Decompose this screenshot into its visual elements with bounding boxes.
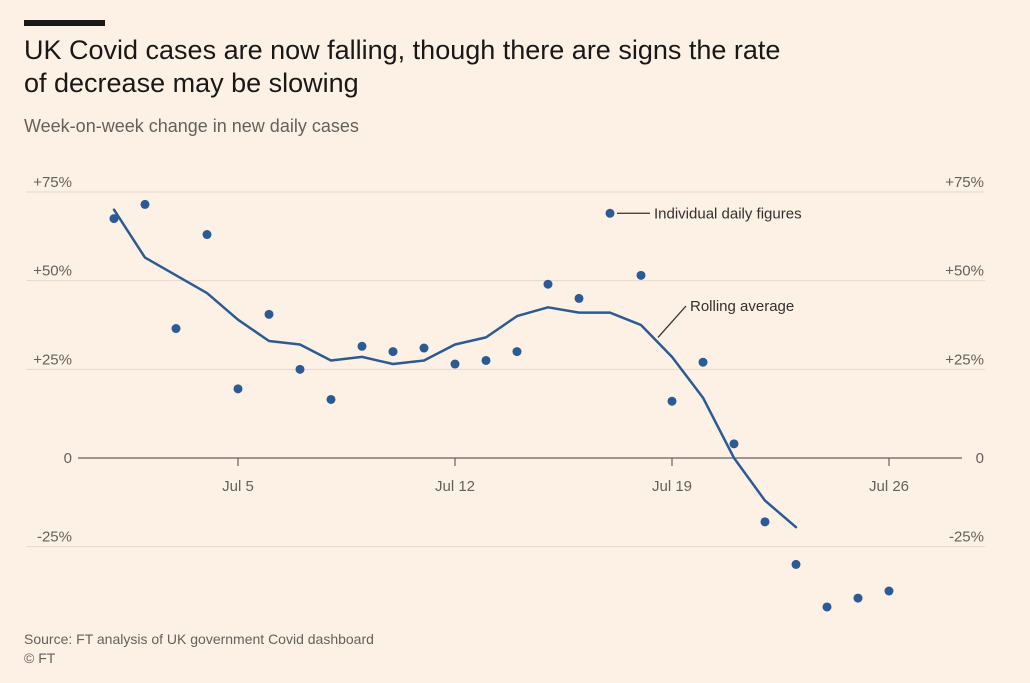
daily-figure-point — [512, 347, 522, 357]
daily-figure-point — [357, 341, 367, 351]
y-tick-label-left: 0 — [64, 450, 72, 467]
x-tick-label: Jul 12 — [435, 478, 475, 495]
y-axis-labels: +75% +75% +50% +50% +25% +25% 0 0 -25% -25% — [33, 174, 984, 546]
daily-figure-point — [729, 439, 739, 449]
y-tick-label-left: +75% — [33, 174, 72, 191]
chart-title: UK Covid cases are now falling, though t… — [24, 35, 781, 98]
daily-figure-point — [109, 214, 119, 224]
rolling-average-series — [112, 208, 798, 529]
daily-figure-point — [295, 364, 305, 374]
footer: Source: FT analysis of UK government Cov… — [24, 630, 374, 668]
daily-figure-point — [822, 602, 832, 612]
y-tick-label-right: -25% — [949, 529, 984, 546]
daily-figure-point — [419, 343, 429, 353]
daily-figure-point — [171, 324, 181, 334]
daily-figure-point — [481, 355, 491, 365]
source-note: Source: FT analysis of UK government Cov… — [24, 631, 374, 647]
chart-subtitle: Week-on-week change in new daily cases — [24, 116, 359, 136]
ft-top-bar — [24, 20, 105, 26]
daily-figure-point — [202, 230, 212, 240]
daily-figure-point — [140, 199, 150, 209]
daily-figure-point — [264, 309, 274, 319]
x-tick-label: Jul 26 — [869, 478, 909, 495]
y-tick-label-right: +25% — [945, 351, 984, 368]
annotations: Individual daily figures Rolling average — [617, 205, 802, 338]
annotation-rolling-average: Rolling average — [690, 298, 794, 315]
daily-figure-point — [543, 279, 553, 289]
y-tick-label-right: +75% — [945, 174, 984, 191]
rolling-average-line — [112, 208, 798, 529]
daily-figure-point — [636, 270, 646, 280]
y-tick-label-right: +50% — [945, 263, 984, 280]
daily-figure-point — [574, 293, 584, 303]
daily-figure-point — [884, 586, 894, 596]
x-tick-label: Jul 5 — [222, 478, 254, 495]
daily-figure-point — [326, 394, 336, 404]
daily-figure-point — [450, 359, 460, 369]
gridlines — [26, 191, 985, 548]
annotation-daily-figures: Individual daily figures — [654, 205, 802, 222]
daily-figure-point — [853, 593, 863, 603]
daily-figures-series — [109, 199, 894, 612]
daily-figure-point — [698, 357, 708, 367]
daily-figure-point — [605, 208, 615, 218]
daily-figure-point — [791, 559, 801, 569]
daily-figure-point — [233, 384, 243, 394]
annotation-leader-rolling — [657, 305, 687, 338]
y-tick-label-left: +50% — [33, 263, 72, 280]
daily-figure-point — [388, 347, 398, 357]
y-tick-label-left: -25% — [37, 529, 72, 546]
y-tick-label-right: 0 — [976, 450, 984, 467]
y-tick-label-left: +25% — [33, 351, 72, 368]
x-axis: Jul 5 Jul 12 Jul 19 Jul 26 — [78, 457, 962, 495]
x-tick-label: Jul 19 — [652, 478, 692, 495]
daily-figure-point — [760, 517, 770, 527]
copyright-note: © FT — [24, 650, 56, 666]
daily-figure-point — [667, 396, 677, 406]
